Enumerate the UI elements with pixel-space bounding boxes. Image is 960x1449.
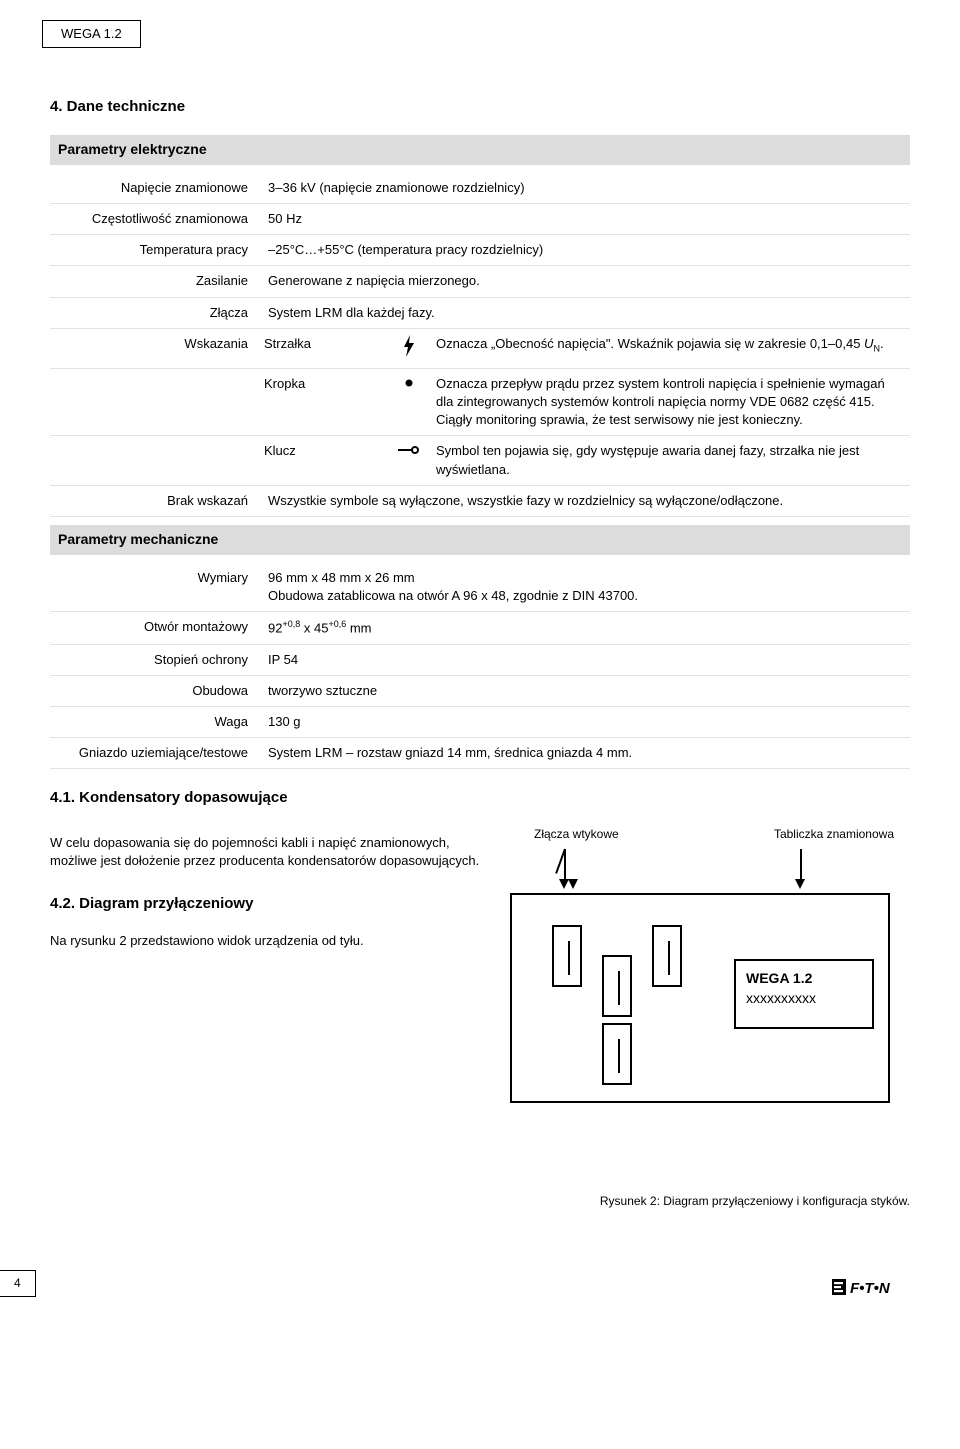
section-title-4: 4. Dane techniczne xyxy=(50,96,910,117)
no-indication-label: Brak wskazań xyxy=(50,485,260,516)
table-row: Złącza System LRM dla każdej fazy. xyxy=(50,297,910,328)
param-value: System LRM – rozstaw gniazd 14 mm, średn… xyxy=(260,738,910,769)
document-tab: WEGA 1.2 xyxy=(42,20,141,48)
param-label: Gniazdo uziemiające/testowe xyxy=(50,738,260,769)
table-row: Stopień ochrony IP 54 xyxy=(50,644,910,675)
table-row: Obudowa tworzywo sztuczne xyxy=(50,675,910,706)
section-title-42: 4.2. Diagram przyłączeniowy xyxy=(50,893,480,914)
param-value: 96 mm x 48 mm x 26 mm Obudowa zatablicow… xyxy=(260,563,910,612)
section-42-text: Na rysunku 2 przedstawiono widok urządze… xyxy=(50,932,480,950)
param-value: System LRM dla każdej fazy. xyxy=(260,297,910,328)
table-row: Wymiary 96 mm x 48 mm x 26 mm Obudowa za… xyxy=(50,563,910,612)
nameplate: WEGA 1.2 xxxxxxxxxx xyxy=(734,959,874,1029)
section-41-text: W celu dopasowania się do pojemności kab… xyxy=(50,834,480,870)
table-row: Otwór montażowy 92+0,8 x 45+0,6 mm xyxy=(50,612,910,645)
param-value: tworzywo sztuczne xyxy=(260,675,910,706)
param-label: Zasilanie xyxy=(50,266,260,297)
indication-sublabel: Kropka xyxy=(260,368,390,436)
param-label: Częstotliwość znamionowa xyxy=(50,203,260,234)
key-icon xyxy=(390,436,428,485)
bolt-icon xyxy=(390,328,428,368)
figure-caption: Rysunek 2: Diagram przyłączeniowy i konf… xyxy=(510,1193,910,1210)
param-label: Stopień ochrony xyxy=(50,644,260,675)
table-row: Częstotliwość znamionowa 50 Hz xyxy=(50,203,910,234)
indication-text: Symbol ten pojawia się, gdy występuje aw… xyxy=(428,436,910,485)
param-value: Generowane z napięcia mierzonego. xyxy=(260,266,910,297)
connection-diagram: WEGA 1.2 xxxxxxxxxx xyxy=(510,893,890,1103)
dot-icon xyxy=(390,368,428,436)
table-row: Kropka Oznacza przepływ prądu przez syst… xyxy=(50,368,910,436)
section-title-41: 4.1. Kondensatory dopasowujące xyxy=(50,787,910,808)
param-label: Złącza xyxy=(50,297,260,328)
table-row: Temperatura pracy –25°C…+55°C (temperatu… xyxy=(50,235,910,266)
table-row: Napięcie znamionowe 3–36 kV (napięcie zn… xyxy=(50,173,910,204)
mechanical-params-table: Wymiary 96 mm x 48 mm x 26 mm Obudowa za… xyxy=(50,563,910,770)
table-row: Waga 130 g xyxy=(50,706,910,737)
svg-text:F•T•N: F•T•N xyxy=(850,1280,891,1297)
diagram-labels: Złącza wtykowe Tabliczka znamionowa xyxy=(510,826,910,843)
param-value: 92+0,8 x 45+0,6 mm xyxy=(260,612,910,645)
page-number: 4 xyxy=(0,1270,36,1297)
param-value: 130 g xyxy=(260,706,910,737)
table-row: Wskazania Strzałka Oznacza „Obecność nap… xyxy=(50,328,910,368)
param-label: Waga xyxy=(50,706,260,737)
param-value: 50 Hz xyxy=(260,203,910,234)
table-row: Klucz Symbol ten pojawia się, gdy występ… xyxy=(50,436,910,485)
nameplate-title: WEGA 1.2 xyxy=(746,969,862,989)
table-row: Zasilanie Generowane z napięcia mierzone… xyxy=(50,266,910,297)
subhead-electrical: Parametry elektryczne xyxy=(50,135,910,165)
param-label: Wymiary xyxy=(50,563,260,612)
indication-sublabel: Strzałka xyxy=(260,328,390,368)
param-value: IP 54 xyxy=(260,644,910,675)
param-label: Napięcie znamionowe xyxy=(50,173,260,204)
diag-label-nameplate: Tabliczka znamionowa xyxy=(774,826,894,843)
nameplate-sub: xxxxxxxxxx xyxy=(746,989,862,1009)
indication-sublabel: Klucz xyxy=(260,436,390,485)
no-indication-text: Wszystkie symbole są wyłączone, wszystki… xyxy=(260,485,910,516)
param-value: 3–36 kV (napięcie znamionowe rozdzielnic… xyxy=(260,173,910,204)
indication-text: Oznacza „Obecność napięcia". Wskaźnik po… xyxy=(428,328,910,368)
param-label: Otwór montażowy xyxy=(50,612,260,645)
subhead-mechanical: Parametry mechaniczne xyxy=(50,525,910,555)
table-row: Brak wskazań Wszystkie symbole są wyłącz… xyxy=(50,485,910,516)
diag-label-connectors: Złącza wtykowe xyxy=(534,826,619,843)
param-label: Obudowa xyxy=(50,675,260,706)
indication-text: Oznacza przepływ prądu przez system kont… xyxy=(428,368,910,436)
indications-label: Wskazania xyxy=(50,328,260,368)
table-row: Gniazdo uziemiające/testowe System LRM –… xyxy=(50,738,910,769)
param-label: Temperatura pracy xyxy=(50,235,260,266)
param-value: –25°C…+55°C (temperatura pracy rozdzieln… xyxy=(260,235,910,266)
eaton-logo: F•T•N xyxy=(832,1277,910,1297)
electrical-params-table: Napięcie znamionowe 3–36 kV (napięcie zn… xyxy=(50,173,910,517)
